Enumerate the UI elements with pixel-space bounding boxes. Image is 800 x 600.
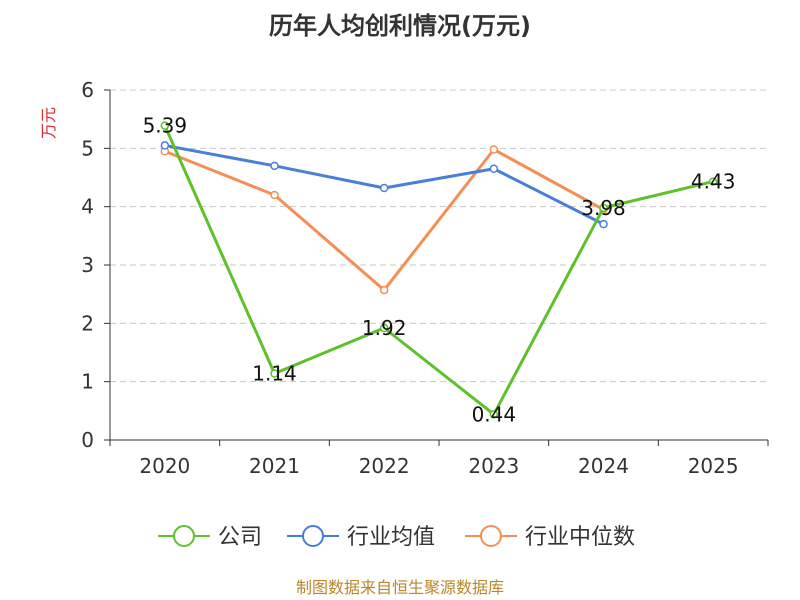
y-axis-label: 万元	[39, 107, 58, 139]
data-point-0	[489, 410, 499, 419]
data-point-1	[270, 161, 279, 171]
y-tick-label: 5	[81, 136, 94, 160]
series-line-2	[164, 148, 605, 292]
y-tick-label: 1	[81, 370, 94, 394]
data-point-2	[270, 190, 279, 200]
data-point-0	[270, 369, 279, 378]
legend-marker-0	[173, 525, 195, 547]
y-tick-label: 0	[81, 428, 94, 452]
x-tick-label: 2021	[249, 454, 300, 478]
chart-title: 历年人均创利情况(万元)	[269, 12, 531, 40]
legend-label-2: 行业中位数	[525, 525, 635, 550]
x-tick-labels: 2020 2021 2022 2023 2024 2025	[139, 454, 738, 478]
data-label: 1.14	[252, 362, 297, 386]
data-point-1	[599, 219, 608, 229]
legend-marker-2	[480, 525, 502, 547]
source-note: 制图数据来自恒生聚源数据库	[296, 578, 504, 597]
x-tick-label: 2020	[139, 454, 190, 478]
x-tick-label: 2024	[578, 454, 629, 478]
legend-label-0: 公司	[218, 525, 262, 550]
data-point-2	[379, 285, 389, 295]
data-point-1	[489, 164, 499, 173]
axes	[104, 89, 769, 446]
legend: 公司 行业均值 行业中位数	[158, 525, 635, 550]
data-point-1	[160, 141, 170, 150]
data-point-2	[489, 145, 499, 154]
data-point-0	[599, 203, 608, 213]
y-tick-label: 3	[81, 253, 94, 277]
y-tick-label: 4	[81, 195, 94, 219]
data-label: 5.39	[143, 114, 188, 138]
gridlines	[110, 89, 768, 383]
data-label: 4.43	[691, 170, 736, 194]
data-label: 3.98	[581, 196, 626, 220]
x-tick-label: 2025	[688, 454, 739, 478]
y-tick-label: 2	[81, 311, 94, 335]
data-point-0	[708, 177, 718, 186]
data-point-0	[379, 323, 389, 333]
y-tick-label: 6	[81, 78, 94, 102]
x-tick-label: 2023	[468, 454, 519, 478]
data-label: 0.44	[472, 402, 517, 426]
series-line-0	[163, 124, 714, 416]
data-labels: 5.39 1.14 1.92 0.44 3.98 4.43	[143, 114, 736, 427]
legend-label-1: 行业均值	[347, 525, 435, 550]
data-point-1	[379, 183, 389, 193]
y-tick-labels: 0 1 2 3 4 5 6	[81, 78, 94, 452]
legend-marker-1	[302, 525, 324, 547]
x-tick-label: 2022	[359, 454, 410, 478]
data-point-0	[160, 121, 170, 130]
data-label: 1.92	[362, 316, 407, 340]
series-lines	[160, 121, 718, 419]
